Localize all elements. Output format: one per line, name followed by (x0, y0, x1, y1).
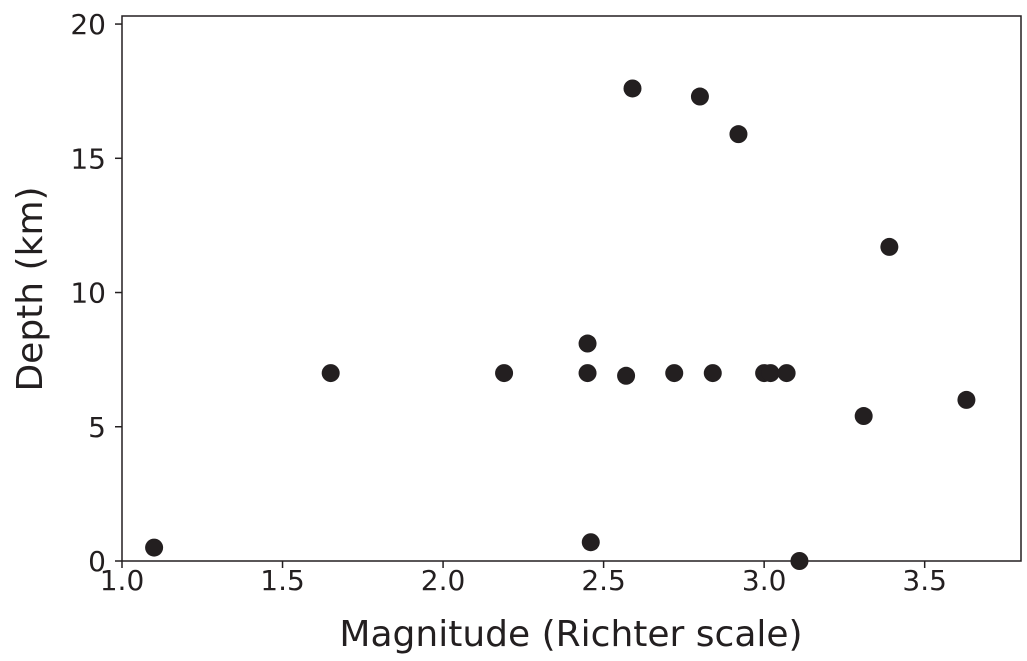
data-point (690, 87, 709, 106)
data-point (581, 533, 600, 552)
plot-frame (121, 15, 1022, 562)
y-axis-title: Depth (km) (10, 186, 51, 391)
data-point (957, 390, 976, 409)
data-point (761, 364, 780, 383)
data-point (578, 364, 597, 383)
x-tick-label: 2.0 (421, 564, 466, 597)
x-tick-label: 1.0 (100, 564, 145, 597)
x-axis-title: Magnitude (Richter scale) (339, 614, 802, 655)
data-point (617, 366, 636, 385)
data-point (321, 364, 340, 383)
data-point (777, 364, 796, 383)
data-point (790, 552, 809, 570)
data-point (729, 125, 748, 144)
y-tick-label: 10 (70, 277, 106, 310)
data-point (145, 538, 164, 557)
data-point (880, 237, 899, 256)
data-points (145, 79, 976, 570)
x-axis-ticks: 1.0 1.5 2.0 2.5 3.0 3.5 (100, 561, 947, 597)
y-tick-label: 15 (70, 142, 106, 175)
x-tick-label: 2.5 (581, 564, 626, 597)
y-axis-ticks: 0 5 10 15 20 (70, 8, 122, 578)
data-point (703, 364, 722, 383)
data-point (665, 364, 684, 383)
x-tick-label: 3.0 (742, 564, 787, 597)
y-tick-label: 0 (88, 545, 106, 578)
data-point (623, 79, 642, 98)
x-tick-label: 1.5 (260, 564, 305, 597)
y-tick-label: 5 (88, 411, 106, 444)
data-point (854, 407, 873, 426)
x-tick-label: 3.5 (902, 564, 947, 597)
data-point (495, 364, 514, 383)
data-point (578, 334, 597, 353)
y-tick-label: 20 (70, 8, 106, 41)
